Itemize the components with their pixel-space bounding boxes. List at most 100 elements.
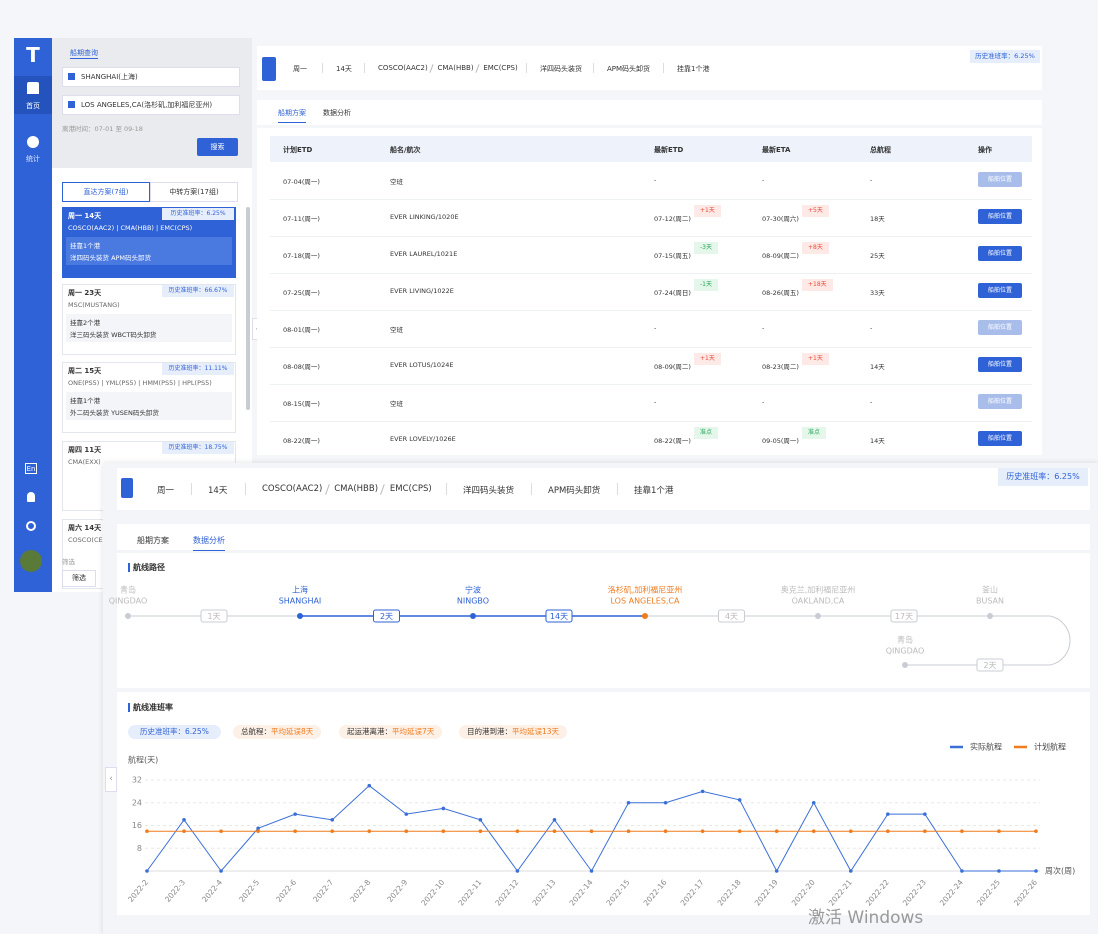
cell: 08-22(周一): [283, 437, 320, 445]
cell: EVER LOTUS/1024E: [390, 361, 454, 369]
cell: -: [654, 398, 657, 406]
card-stops: 挂靠1个港: [70, 242, 101, 250]
cell: 08-26(周五): [762, 289, 799, 297]
cell: EVER LOVELY/1026E: [390, 435, 456, 443]
cell: 08-23(周二): [762, 363, 799, 371]
nav-label[interactable]: 首页: [26, 102, 40, 110]
cell: -: [654, 324, 657, 332]
card-day: 周二 15天: [68, 367, 102, 375]
cell: -: [654, 176, 657, 184]
tab[interactable]: 数据分析: [323, 109, 351, 117]
filter-button[interactable]: 筛选: [62, 570, 96, 587]
card-carriers: MSC(MUSTANG): [68, 301, 120, 309]
cell: 07-30(周六): [762, 215, 799, 223]
cell: 08-01(周一): [283, 326, 320, 334]
cell: 空班: [390, 326, 403, 334]
summary-unloading: APM码头卸货: [607, 65, 651, 73]
delta-tag: 准点: [802, 427, 827, 439]
bell-icon[interactable]: [27, 492, 35, 502]
cell: 33天: [870, 289, 885, 297]
delta-tag: +5天: [802, 205, 829, 217]
settings-icon[interactable]: [26, 521, 36, 531]
column-header: 总航程: [870, 146, 891, 154]
position-button[interactable]: 船舶位置: [978, 394, 1022, 409]
cell: 07-25(周一): [283, 289, 320, 297]
position-button[interactable]: 船舶位置: [978, 357, 1022, 372]
row-divider: [270, 310, 1032, 311]
schedule-table: [257, 128, 1042, 455]
cell: 07-24(周日): [654, 289, 691, 297]
home-icon: [27, 82, 39, 94]
cell: 08-09(周二): [762, 252, 799, 260]
origin-select[interactable]: SHANGHAI(上海): [62, 67, 240, 87]
card-rate: 历史准班率：66.67%: [162, 285, 234, 297]
avatar[interactable]: [20, 550, 42, 572]
cell: -: [762, 176, 765, 184]
destination-select[interactable]: LOS ANGELES,CA(洛杉矶,加利福尼亚州): [62, 95, 240, 115]
stats-icon: [27, 136, 39, 148]
cell: 空班: [390, 400, 403, 408]
plan-tab[interactable]: 中转方案(17组): [150, 182, 238, 202]
row-divider: [270, 236, 1032, 237]
lang-switch[interactable]: En: [25, 463, 37, 474]
position-button[interactable]: 船舶位置: [978, 209, 1022, 224]
column-header: 计划ETD: [283, 146, 313, 154]
query-title: 船期查询: [70, 49, 98, 59]
row-divider: [270, 199, 1032, 200]
sidebar: [14, 38, 52, 592]
card-day: 周四 11天: [68, 446, 102, 454]
cell: 14天: [870, 437, 885, 445]
column-header: 最新ETD: [654, 146, 684, 154]
position-button[interactable]: 船舶位置: [978, 431, 1022, 446]
cell: 07-12(周二): [654, 215, 691, 223]
separator: [593, 63, 594, 73]
delta-tag: -1天: [694, 279, 718, 291]
nav-label[interactable]: 统计: [26, 155, 40, 163]
column-header: 船名/航次: [390, 146, 421, 154]
cell: 07-15(周五): [654, 252, 691, 260]
cell: 08-22(周一): [654, 437, 691, 445]
card-day: 周一 23天: [68, 289, 102, 297]
card-carriers: ONE(PS5) | YML(PS5) | HMM(PS5) | HPL(PS5…: [68, 379, 212, 387]
card-day: 周一 14天: [68, 212, 102, 220]
separator: [364, 63, 365, 73]
cell: 14天: [870, 363, 885, 371]
cell: 空班: [390, 178, 403, 186]
card-stops-box: [66, 237, 232, 265]
cell: 07-18(周一): [283, 252, 320, 260]
row-divider: [270, 384, 1032, 385]
delta-tag: +18天: [802, 279, 833, 291]
cell: EVER LAUREL/1021E: [390, 250, 458, 258]
delta-tag: +1天: [694, 205, 721, 217]
position-button[interactable]: 船舶位置: [978, 246, 1022, 261]
search-button[interactable]: 搜索: [197, 138, 238, 156]
card-carriers: CMA(EXX): [68, 458, 101, 466]
plan-tab[interactable]: 直达方案(7组): [62, 182, 150, 202]
cell: 07-11(周一): [283, 215, 320, 223]
cell: 08-15(周一): [283, 400, 320, 408]
cell: 08-08(周一): [283, 363, 320, 371]
tabs-bar: [257, 100, 1042, 125]
delta-tag: +1天: [802, 353, 829, 365]
cell: EVER LIVING/1022E: [390, 287, 454, 295]
date-range: 离港时间：07-01 至 09-18: [62, 125, 143, 133]
card-carriers: COSCO(AAC2) | CMA(HBB) | EMC(CPS): [68, 224, 193, 232]
card-rate: 历史准班率：6.25%: [162, 208, 234, 220]
separator: [663, 63, 664, 73]
delta-tag: +1天: [694, 353, 721, 365]
scrollbar: [246, 207, 250, 410]
card-rate: 历史准班率：18.75%: [162, 442, 234, 454]
delta-tag: -3天: [694, 242, 718, 254]
tab[interactable]: 船期方案: [278, 108, 306, 123]
position-button[interactable]: 船舶位置: [978, 172, 1022, 187]
separator: [322, 63, 323, 73]
column-header: 最新ETA: [762, 146, 791, 154]
card-stops: 挂靠2个港: [70, 319, 101, 327]
position-button[interactable]: 船舶位置: [978, 283, 1022, 298]
separator: [526, 63, 527, 73]
summary-carrier: EMC(CPS): [483, 64, 518, 72]
position-button[interactable]: 船舶位置: [978, 320, 1022, 335]
port-icon: [68, 101, 75, 108]
